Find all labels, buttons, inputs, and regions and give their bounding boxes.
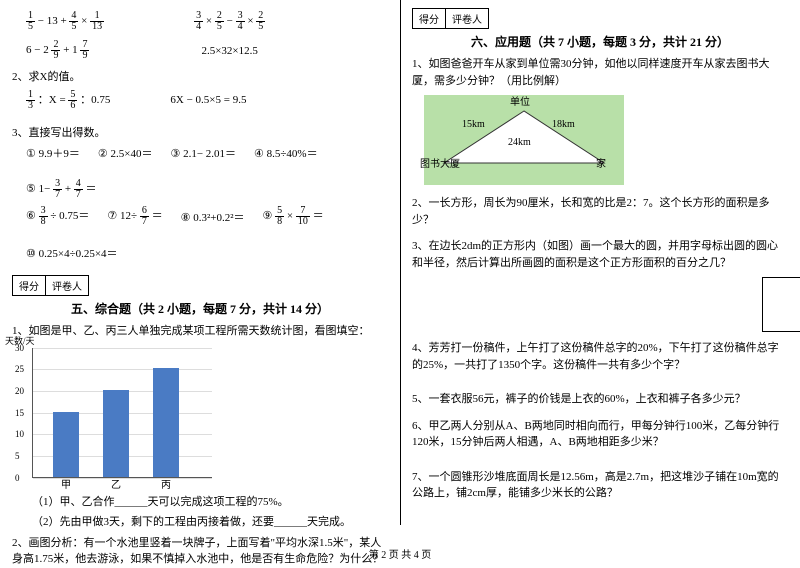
q2-expressions: 13 ：X = 56 ：0.75 6X − 0.5×5 = 9.5 — [26, 90, 388, 111]
section-6-title: 六、应用题（共 7 小题，每题 3 分，共计 21 分） — [412, 33, 788, 50]
q3-row2: ⑥ 38 ÷ 0.75＝ ⑦ 12÷ 67 ＝ ⑧ 0.3²+0.2²＝ ⑨ 5… — [26, 206, 388, 261]
right-column: 得分 评卷人 六、应用题（共 7 小题，每题 3 分，共计 21 分） 1、如图… — [400, 0, 800, 565]
score-label: 得分 — [13, 276, 46, 295]
score-row-left: 得分 评卷人 — [12, 275, 388, 296]
calc-row-2: 6 − 2 29 + 1 79 2.5×32×12.5 — [26, 40, 388, 61]
c2: ② 2.5×40＝ — [98, 145, 153, 161]
s6-q4: 4、芳芳打一份稿件，上午打了这份稿件总字的20%，下午打了这份稿件总字的25%，… — [412, 340, 788, 373]
calc-row-1: 15 − 13 + 45 × 113 34 × 25 − 34 × 25 — [26, 11, 388, 32]
y-tick-label: 5 — [15, 451, 20, 461]
y-tick-label: 15 — [15, 408, 24, 418]
x-tick-label: 丙 — [153, 476, 179, 491]
page-footer: 第 2 页 共 4 页 — [0, 546, 800, 561]
y-tick-label: 10 — [15, 429, 24, 439]
c3: ③ 2.1− 2.01＝ — [170, 145, 236, 161]
chart-bar — [153, 368, 179, 476]
tri-right: 家 — [596, 155, 606, 170]
score-box: 得分 评卷人 — [412, 8, 489, 29]
s6-q3: 3、在边长2dm的正方形内（如图）画一个最大的圆，并用字母标出圆的圆心和半径，然… — [412, 238, 788, 271]
question-2: 2、求X的值。 — [12, 69, 388, 86]
score-box: 得分 评卷人 — [12, 275, 89, 296]
tri-rside: 18km — [552, 119, 575, 130]
c1: ① 9.9＋9＝ — [26, 145, 80, 161]
q2-expr-b: 6X − 0.5×5 = 9.5 — [170, 94, 246, 106]
c6: ⑥ 38 ÷ 0.75＝ — [26, 206, 89, 227]
s6-q2: 2、一长方形，周长为90厘米，长和宽的比是2：7。这个长方形的面积是多少？ — [412, 195, 788, 228]
s6-q7: 7、一个圆锥形沙堆底面周长是12.56m，高是2.7m，把这堆沙子铺在10m宽的… — [412, 469, 788, 502]
c8: ⑧ 0.3²+0.2²＝ — [181, 209, 245, 225]
grader-label: 评卷人 — [46, 276, 88, 295]
bar-chart: 天数/天 051015202530甲乙丙 — [32, 348, 212, 478]
tri-lside: 15km — [462, 119, 485, 130]
x-tick-label: 甲 — [53, 476, 79, 491]
y-tick-label: 25 — [15, 364, 24, 374]
grid-line — [33, 369, 212, 370]
score-row-right: 得分 评卷人 — [412, 8, 788, 29]
expr-2: 34 × 25 − 34 × 25 — [194, 11, 265, 32]
s5-q1b: （2）先由甲做3天，剩下的工程由丙接着做，还要______天完成。 — [32, 514, 388, 531]
triangle-diagram: 单位 15km 18km 图书大厦 24km 家 — [424, 95, 624, 185]
s6-q5: 5、一套衣服56元，裤子的价钱是上衣的60%，上衣和裤子各多少元？ — [412, 391, 788, 408]
x-tick-label: 乙 — [103, 476, 129, 491]
c7: ⑦ 12÷ 67 ＝ — [107, 206, 162, 227]
y-tick-label: 30 — [15, 343, 24, 353]
tri-top: 单位 — [510, 93, 530, 108]
q2-expr-a: 13 ：X = 56 ：0.75 — [26, 90, 110, 111]
question-3: 3、直接写出得数。 — [12, 125, 388, 142]
y-tick-label: 20 — [15, 386, 24, 396]
c5: ⑤ 1− 37 + 47 ＝ — [26, 179, 97, 200]
expr-3: 6 − 2 29 + 1 79 — [26, 40, 89, 61]
expr-1: 15 − 13 + 45 × 113 — [26, 11, 104, 32]
c10: ⑩ 0.25×4÷0.25×4＝ — [26, 245, 118, 261]
score-label: 得分 — [413, 9, 446, 28]
left-column: 15 − 13 + 45 × 113 34 × 25 − 34 × 25 6 −… — [0, 0, 400, 565]
square-diagram — [762, 277, 800, 332]
q3-row1: ① 9.9＋9＝ ② 2.5×40＝ ③ 2.1− 2.01＝ ④ 8.5÷40… — [26, 145, 388, 200]
c4: ④ 8.5÷40%＝ — [254, 145, 318, 161]
c9: ⑨ 58 × 710 ＝ — [263, 206, 324, 227]
grader-label: 评卷人 — [446, 9, 488, 28]
chart-bar — [53, 412, 79, 477]
section-5-title: 五、综合题（共 2 小题，每题 7 分，共计 14 分） — [12, 300, 388, 317]
s5-q1a: （1）甲、乙合作______天可以完成这项工程的75%。 — [32, 494, 388, 511]
tri-base: 24km — [508, 137, 531, 148]
chart-bar — [103, 390, 129, 477]
column-divider — [400, 0, 401, 525]
s5-q1: 1、如图是甲、乙、丙三人单独完成某项工程所需天数统计图，看图填空： — [12, 323, 388, 340]
grid-line — [33, 348, 212, 349]
s6-q6: 6、甲乙两人分别从A、B两地同时相向而行，甲每分钟行100米，乙每分钟行120米… — [412, 418, 788, 451]
expr-4: 2.5×32×12.5 — [201, 45, 257, 57]
tri-left: 图书大厦 — [420, 155, 460, 170]
y-tick-label: 0 — [15, 473, 20, 483]
s6-q1: 1、如图爸爸开车从家到单位需30分钟，如他以同样速度开车从家去图书大厦，需多少分… — [412, 56, 788, 89]
